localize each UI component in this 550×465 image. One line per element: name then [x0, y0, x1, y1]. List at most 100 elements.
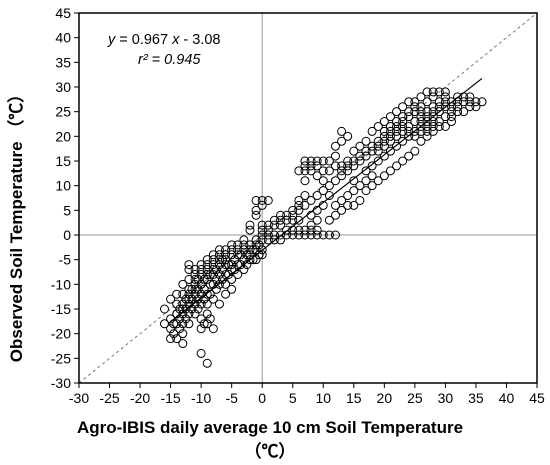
- data-point: [218, 265, 228, 275]
- data-point: [355, 181, 365, 191]
- data-point: [379, 126, 389, 136]
- data-point: [392, 107, 402, 117]
- data-point: [312, 225, 322, 235]
- data-point: [324, 166, 334, 176]
- data-point: [410, 126, 420, 136]
- data-point: [404, 112, 414, 122]
- data-point: [367, 126, 377, 136]
- data-point: [269, 220, 279, 230]
- data-point: [361, 151, 371, 161]
- x-axis-title: Agro-IBIS daily average 10 cm Soil Tempe…: [77, 418, 463, 437]
- data-point: [312, 171, 322, 181]
- data-point: [422, 131, 432, 141]
- data-point: [193, 304, 203, 314]
- data-point: [184, 284, 194, 294]
- data-point: [440, 92, 450, 102]
- data-point: [324, 181, 334, 191]
- data-point: [453, 92, 463, 102]
- data-point: [245, 255, 255, 265]
- data-point: [294, 205, 304, 215]
- data-point: [269, 230, 279, 240]
- data-point: [306, 195, 316, 205]
- data-point: [294, 195, 304, 205]
- data-point: [211, 265, 221, 275]
- data-point: [288, 230, 298, 240]
- data-point: [178, 289, 188, 299]
- data-point: [205, 269, 215, 279]
- data-point: [355, 195, 365, 205]
- data-point: [434, 117, 444, 127]
- y-tick-label: 5: [63, 202, 71, 218]
- data-point: [428, 92, 438, 102]
- data-point: [422, 117, 432, 127]
- data-point: [190, 269, 200, 279]
- data-point: [257, 200, 267, 210]
- data-point: [324, 230, 334, 240]
- data-point: [337, 126, 347, 136]
- data-point: [172, 334, 182, 344]
- data-point: [434, 102, 444, 112]
- data-point: [392, 117, 402, 127]
- data-point: [361, 186, 371, 196]
- data-point: [300, 176, 310, 186]
- data-point: [367, 171, 377, 181]
- x-tick-label: 10: [315, 390, 331, 406]
- data-point: [251, 235, 261, 245]
- data-point: [349, 200, 359, 210]
- data-point: [312, 156, 322, 166]
- data-point: [175, 304, 185, 314]
- data-point: [221, 260, 231, 270]
- data-point: [178, 299, 188, 309]
- data-point: [410, 117, 420, 127]
- data-point: [410, 97, 420, 107]
- data-point: [245, 240, 255, 250]
- data-point: [337, 195, 347, 205]
- data-point: [318, 166, 328, 176]
- data-point: [251, 210, 261, 220]
- data-point: [404, 151, 414, 161]
- data-point: [276, 230, 286, 240]
- data-point: [257, 220, 267, 230]
- data-point: [184, 309, 194, 319]
- data-point: [169, 329, 179, 339]
- data-point: [318, 176, 328, 186]
- data-point: [193, 284, 203, 294]
- y-tick-label: 0: [63, 227, 71, 243]
- data-point: [367, 146, 377, 156]
- data-point: [233, 245, 243, 255]
- data-point: [355, 151, 365, 161]
- data-point: [263, 230, 273, 240]
- y-tick-label: 25: [55, 104, 71, 120]
- x-tick-label: -15: [160, 390, 180, 406]
- data-point: [453, 102, 463, 112]
- x-axis-unit: （℃）: [245, 441, 296, 461]
- plot-area-border: [78, 12, 538, 384]
- data-point: [422, 87, 432, 97]
- data-point: [184, 289, 194, 299]
- data-point: [416, 136, 426, 146]
- data-point: [166, 324, 176, 334]
- data-point: [178, 329, 188, 339]
- data-point: [269, 235, 279, 245]
- data-point: [428, 107, 438, 117]
- data-point: [208, 250, 218, 260]
- data-point: [385, 112, 395, 122]
- data-point: [214, 279, 224, 289]
- data-point: [187, 294, 197, 304]
- data-point: [190, 279, 200, 289]
- x-tick-label: -5: [225, 390, 238, 406]
- y-axis-ticks: -30 -25 -20 -15 -10 -5 0 5 10 15 20 25 30 35 40 45: [51, 5, 79, 391]
- data-point: [343, 191, 353, 201]
- y-tick-label: -20: [51, 326, 71, 342]
- data-point: [269, 215, 279, 225]
- data-point: [239, 245, 249, 255]
- data-point: [214, 260, 224, 270]
- data-point: [373, 136, 383, 146]
- data-point: [276, 210, 286, 220]
- data-point: [236, 260, 246, 270]
- y-tick-label: 40: [55, 30, 71, 46]
- equation-intercept: - 3.08: [179, 32, 220, 48]
- data-point: [416, 112, 426, 122]
- data-point: [218, 274, 228, 284]
- data-point: [196, 265, 206, 275]
